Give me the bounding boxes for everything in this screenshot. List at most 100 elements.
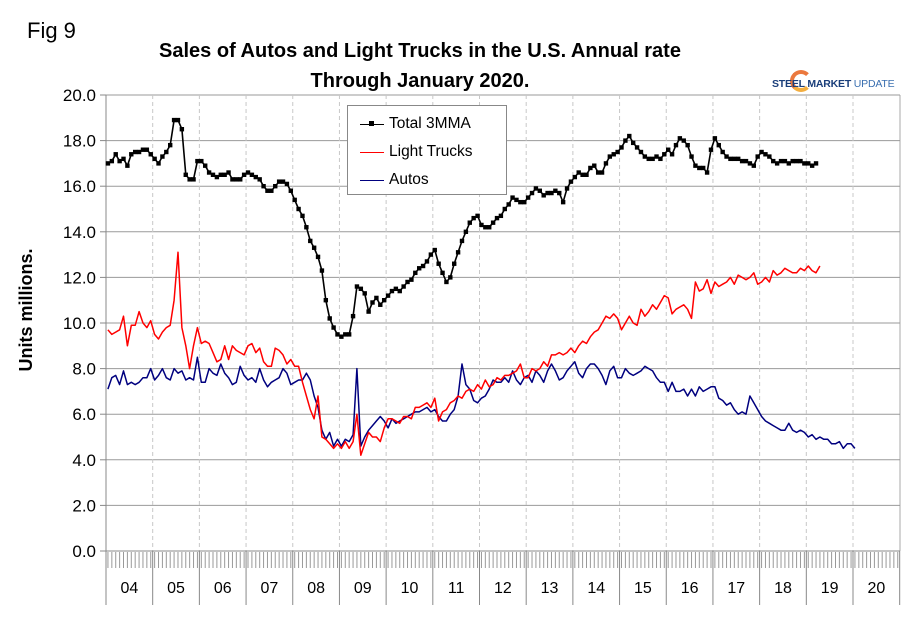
- data-point-total-3mma: [245, 170, 251, 175]
- y-tick-label: 12.0: [63, 268, 96, 287]
- data-point-total-3mma: [712, 136, 718, 141]
- data-point-total-3mma: [595, 170, 601, 175]
- data-point-total-3mma: [385, 293, 391, 298]
- data-point-total-3mma: [378, 302, 383, 307]
- data-point-total-3mma: [335, 332, 340, 337]
- data-point-total-3mma: [362, 291, 367, 296]
- x-tick-label: 06: [214, 580, 232, 597]
- data-point-total-3mma: [701, 165, 706, 171]
- data-point-total-3mma: [428, 252, 434, 257]
- data-point-total-3mma: [533, 186, 539, 191]
- data-point-total-3mma: [346, 332, 352, 337]
- data-point-total-3mma: [401, 284, 406, 289]
- legend-item-total-3mma: Total 3MMA: [360, 114, 471, 134]
- data-point-total-3mma: [529, 190, 535, 196]
- logo-swoosh-icon: [790, 70, 812, 92]
- data-point-total-3mma: [557, 190, 562, 196]
- y-tick-label: 20.0: [63, 86, 96, 105]
- chart-title: Sales of Autos and Light Trucks in the U…: [120, 36, 720, 96]
- data-point-total-3mma: [156, 161, 161, 166]
- data-point-total-3mma: [518, 199, 523, 205]
- data-point-total-3mma: [654, 154, 659, 159]
- data-point-total-3mma: [514, 197, 519, 203]
- y-tick-label: 14.0: [63, 223, 96, 242]
- data-point-total-3mma: [662, 152, 667, 157]
- data-point-total-3mma: [148, 152, 153, 157]
- data-point-total-3mma: [607, 154, 613, 159]
- legend-label: Autos: [389, 171, 429, 188]
- y-axis-title: Units millions.: [16, 248, 36, 371]
- data-point-total-3mma: [109, 158, 115, 164]
- data-point-total-3mma: [436, 261, 441, 266]
- data-point-total-3mma: [140, 147, 146, 152]
- data-point-total-3mma: [276, 179, 282, 184]
- data-point-total-3mma: [560, 199, 566, 205]
- data-point-total-3mma: [354, 284, 360, 289]
- legend: Total 3MMA Light Trucks Autos: [347, 105, 507, 195]
- data-point-total-3mma: [778, 158, 784, 164]
- data-point-total-3mma: [502, 206, 507, 212]
- data-point-total-3mma: [475, 213, 480, 219]
- data-point-total-3mma: [210, 172, 216, 177]
- data-point-total-3mma: [689, 154, 694, 159]
- data-point-total-3mma: [673, 142, 679, 148]
- data-point-total-3mma: [413, 270, 418, 276]
- data-point-total-3mma: [697, 165, 702, 171]
- legend-item-autos: Autos: [360, 170, 429, 190]
- data-point-total-3mma: [522, 199, 527, 205]
- data-point-total-3mma: [813, 161, 819, 166]
- data-point-total-3mma: [802, 161, 807, 166]
- data-point-total-3mma: [751, 163, 756, 168]
- data-point-total-3mma: [599, 170, 605, 175]
- data-point-total-3mma: [487, 225, 492, 230]
- data-point-total-3mma: [716, 142, 721, 148]
- data-point-total-3mma: [420, 263, 426, 269]
- data-point-total-3mma: [288, 188, 294, 193]
- logo-thin: UPDATE: [851, 78, 895, 90]
- data-point-total-3mma: [479, 222, 484, 228]
- series-line-light-trucks: [107, 251, 821, 456]
- data-point-total-3mma: [564, 186, 570, 191]
- data-point-total-3mma: [763, 152, 768, 157]
- data-point-total-3mma: [630, 140, 636, 146]
- data-point-total-3mma: [483, 225, 488, 230]
- data-point-total-3mma: [393, 286, 399, 291]
- data-point-total-3mma: [269, 188, 274, 193]
- data-point-total-3mma: [167, 142, 173, 148]
- data-point-total-3mma: [160, 154, 165, 159]
- data-point-total-3mma: [164, 149, 169, 155]
- y-axis-ticks: 0.0 2.0 4.0 6.0 8.0 10.0 12.0 14.0 16.0 18.0 20.0: [63, 86, 107, 561]
- figure-label: Fig 9: [27, 18, 76, 43]
- data-point-total-3mma: [226, 170, 231, 175]
- data-point-total-3mma: [720, 149, 725, 155]
- data-point-total-3mma: [693, 163, 698, 168]
- data-point-total-3mma: [782, 158, 788, 164]
- steel-market-update-logo: STEEL MARKET UPDATE: [772, 78, 895, 90]
- data-point-total-3mma: [257, 177, 262, 182]
- x-tick-label: 17: [727, 580, 745, 597]
- y-tick-label: 18.0: [63, 132, 96, 151]
- data-point-total-3mma: [728, 156, 733, 162]
- data-point-total-3mma: [381, 298, 387, 303]
- data-point-total-3mma: [350, 313, 356, 319]
- data-point-total-3mma: [798, 158, 803, 164]
- data-point-total-3mma: [292, 197, 297, 203]
- data-point-total-3mma: [125, 163, 130, 168]
- data-point-total-3mma: [650, 156, 655, 162]
- data-point-total-3mma: [494, 215, 500, 221]
- data-point-total-3mma: [343, 332, 348, 337]
- data-point-total-3mma: [416, 266, 422, 271]
- data-point-total-3mma: [152, 156, 157, 162]
- data-point-total-3mma: [525, 195, 531, 200]
- chart-subtitle: Through January 2020.: [310, 70, 530, 92]
- legend-line-marker-icon: [360, 121, 384, 126]
- data-point-total-3mma: [230, 177, 235, 182]
- data-point-total-3mma: [284, 181, 290, 187]
- data-point-total-3mma: [389, 288, 395, 294]
- data-point-total-3mma: [191, 177, 196, 182]
- data-point-total-3mma: [755, 154, 760, 159]
- data-point-total-3mma: [265, 188, 270, 193]
- data-point-total-3mma: [440, 270, 445, 276]
- data-point-total-3mma: [424, 259, 430, 264]
- data-point-total-3mma: [253, 174, 258, 180]
